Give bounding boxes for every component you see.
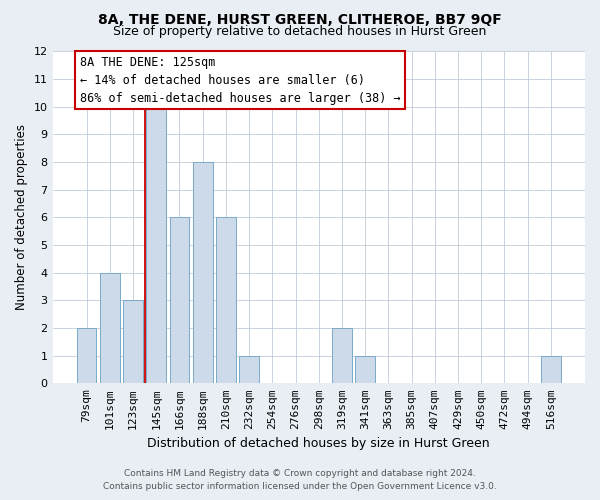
Bar — [170, 218, 190, 384]
Bar — [332, 328, 352, 384]
Bar — [193, 162, 212, 384]
Text: 8A THE DENE: 125sqm
← 14% of detached houses are smaller (6)
86% of semi-detache: 8A THE DENE: 125sqm ← 14% of detached ho… — [80, 56, 400, 104]
Bar — [123, 300, 143, 384]
Bar — [239, 356, 259, 384]
X-axis label: Distribution of detached houses by size in Hurst Green: Distribution of detached houses by size … — [148, 437, 490, 450]
Bar — [100, 272, 119, 384]
Y-axis label: Number of detached properties: Number of detached properties — [15, 124, 28, 310]
Text: Contains HM Land Registry data © Crown copyright and database right 2024.
Contai: Contains HM Land Registry data © Crown c… — [103, 470, 497, 491]
Bar — [541, 356, 561, 384]
Bar — [77, 328, 97, 384]
Bar — [216, 218, 236, 384]
Bar — [355, 356, 375, 384]
Text: 8A, THE DENE, HURST GREEN, CLITHEROE, BB7 9QF: 8A, THE DENE, HURST GREEN, CLITHEROE, BB… — [98, 12, 502, 26]
Text: Size of property relative to detached houses in Hurst Green: Size of property relative to detached ho… — [113, 25, 487, 38]
Bar — [146, 107, 166, 384]
